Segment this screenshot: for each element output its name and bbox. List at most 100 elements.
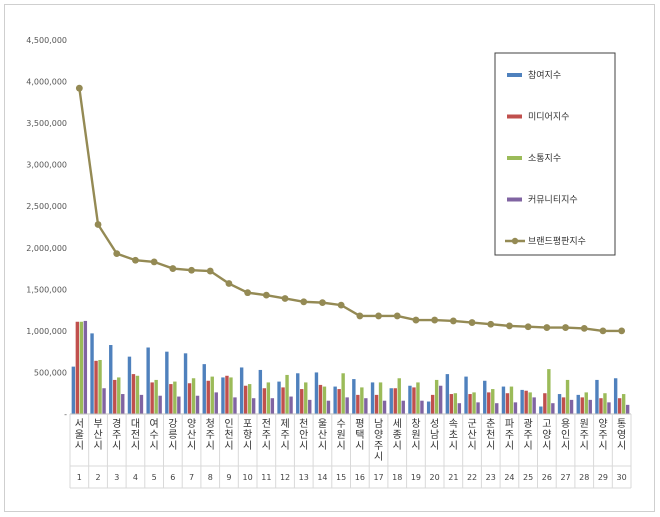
line-point-9 — [244, 289, 252, 297]
bar-1-28 — [599, 398, 603, 414]
bar-0-2 — [109, 345, 113, 414]
y-tick-label: 1,500,000 — [26, 285, 67, 294]
bar-1-2 — [113, 379, 117, 414]
bar-2-3 — [135, 375, 140, 414]
bar-3-19 — [438, 385, 443, 414]
legend-label-0: 참여지수 — [528, 69, 561, 81]
x-rank-label: 20 — [430, 473, 440, 482]
y-tick-label: 1,000,000 — [26, 327, 67, 336]
bar-1-17 — [393, 388, 397, 414]
bar-2-4 — [154, 379, 158, 414]
bar-3-0 — [83, 320, 88, 414]
bar-3-20 — [457, 403, 462, 414]
x-rank-label: 3 — [114, 473, 119, 482]
bar-2-24 — [528, 392, 532, 414]
y-tick-label: - — [64, 410, 67, 419]
bar-3-10 — [270, 398, 275, 414]
line-point-22 — [487, 320, 495, 328]
legend-label-4: 브랜드평판지수 — [528, 236, 586, 247]
bar-3-18 — [420, 400, 424, 414]
line-point-13 — [319, 299, 326, 307]
bar-1-8 — [225, 375, 229, 414]
line-point-24 — [524, 323, 532, 331]
bar-1-23 — [505, 393, 510, 414]
legend-swatch-marker-4 — [511, 237, 519, 245]
bar-1-1 — [94, 360, 98, 414]
bar-0-4 — [146, 347, 150, 414]
bar-1-20 — [449, 394, 454, 414]
x-rank-label: 15 — [336, 473, 346, 482]
y-tick-label: 4,000,000 — [26, 78, 67, 87]
bar-3-26 — [569, 399, 574, 414]
x-rank-label: 13 — [299, 473, 309, 482]
x-rank-label: 28 — [579, 473, 589, 482]
bar-2-22 — [491, 389, 495, 414]
bar-0-24 — [520, 389, 524, 414]
legend-swatch-0 — [507, 73, 522, 77]
bar-3-23 — [513, 402, 518, 414]
x-rank-label: 25 — [523, 473, 533, 482]
line-point-18 — [412, 316, 420, 324]
bar-3-21 — [476, 402, 480, 414]
bar-0-16 — [370, 382, 375, 414]
line-point-3 — [132, 256, 139, 264]
bar-2-28 — [603, 393, 607, 414]
y-tick-label: 500,000 — [34, 368, 67, 377]
bar-1-25 — [543, 393, 547, 414]
brand-reputation-chart: - 500,000 1,000,000 1,500,000 2,000,000 2,500… — [26, 36, 632, 489]
bar-3-7 — [214, 392, 218, 414]
bar-1-4 — [150, 382, 154, 414]
bar-2-16 — [378, 382, 383, 414]
bar-1-22 — [487, 392, 491, 414]
bar-1-15 — [356, 394, 360, 414]
bar-0-23 — [501, 386, 506, 414]
y-tick-label: 3,000,000 — [26, 161, 67, 170]
bar-3-27 — [588, 399, 592, 414]
line-point-23 — [506, 322, 513, 330]
bar-3-8 — [233, 397, 237, 414]
bar-2-15 — [360, 387, 364, 414]
bar-1-12 — [300, 389, 304, 414]
bar-2-2 — [117, 377, 121, 414]
bar-2-5 — [173, 381, 177, 414]
line-point-2 — [113, 250, 121, 257]
bar-1-14 — [337, 389, 341, 414]
bar-2-21 — [472, 392, 476, 414]
bar-0-26 — [557, 394, 562, 414]
line-point-21 — [468, 319, 476, 326]
x-rank-label: 29 — [598, 473, 608, 482]
x-rank-label: 10 — [243, 473, 253, 482]
bar-3-5 — [177, 396, 181, 414]
bar-0-15 — [352, 379, 356, 414]
x-rank-label: 14 — [317, 473, 327, 482]
bar-0-22 — [483, 380, 487, 414]
bar-2-19 — [434, 379, 439, 414]
line-point-12 — [300, 298, 308, 306]
bar-2-9 — [247, 384, 252, 414]
line-point-1 — [94, 221, 102, 228]
bar-0-1 — [90, 333, 94, 414]
bar-0-0 — [71, 366, 76, 414]
bar-1-19 — [430, 394, 435, 414]
bar-0-29 — [613, 378, 618, 414]
bar-1-5 — [169, 384, 173, 414]
x-axis: 서 울 시 1 부 산 시 2 경 주 시 3 대 전 시 4 여 수 시 5 강 릉 시 6 양 산 시 7 청 주 시 8 인 천 시 9 포 항 시 1… — [69, 413, 632, 489]
legend-swatch-1 — [507, 114, 522, 119]
x-rank-label: 6 — [170, 473, 175, 482]
bar-0-25 — [539, 406, 543, 414]
bar-0-27 — [576, 394, 580, 414]
bar-0-13 — [314, 372, 319, 414]
legend-label-3: 커뮤니티지수 — [528, 195, 578, 206]
bar-0-7 — [202, 364, 206, 414]
